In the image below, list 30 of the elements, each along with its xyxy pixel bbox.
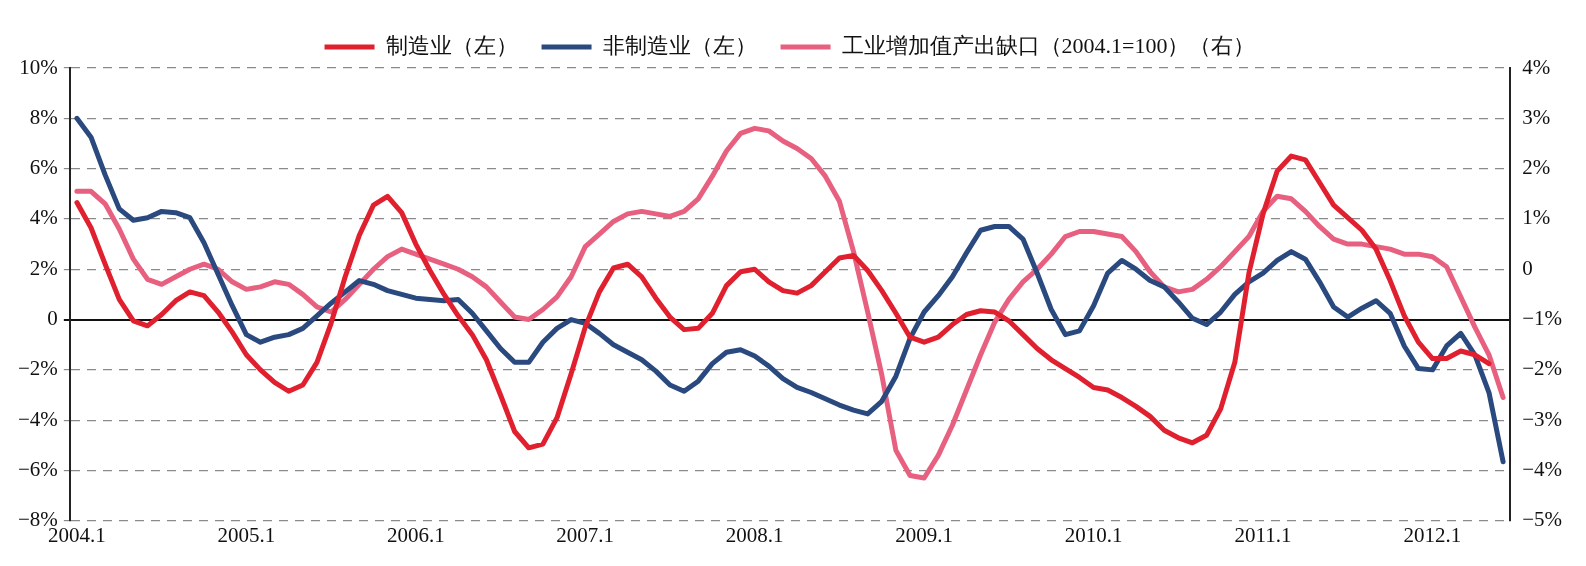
y2-tick-label: −3% (1522, 406, 1563, 431)
y2-tick-label: −1% (1522, 306, 1563, 331)
y-tick-label: −4% (17, 406, 58, 431)
y-tick-label: 8% (29, 104, 58, 129)
y-tick-label: −2% (17, 356, 58, 381)
x-tick-label: 2008.1 (725, 522, 784, 547)
y2-tick-label: 4% (1522, 54, 1551, 79)
y-tick-label: 10% (19, 54, 58, 79)
y2-tick-label: 0 (1522, 255, 1533, 280)
y-tick-label: 2% (29, 255, 58, 280)
x-tick-label: 2007.1 (556, 522, 615, 547)
x-tick-label: 2005.1 (217, 522, 276, 547)
y-tick-label: 0 (47, 306, 58, 331)
legend-label: 非制造业（左） (602, 32, 757, 58)
x-tick-label: 2011.1 (1234, 522, 1292, 547)
y-tick-label: −6% (17, 457, 58, 481)
x-tick-label: 2006.1 (386, 522, 445, 547)
legend-label: 工业增加值产出缺口（2004.1=100）（右） (841, 32, 1256, 58)
y2-tick-label: −5% (1522, 507, 1563, 532)
y2-tick-label: −4% (1522, 457, 1563, 481)
legend-label: 制造业（左） (385, 32, 518, 58)
x-tick-label: 2009.1 (895, 522, 954, 547)
y2-tick-label: −2% (1522, 356, 1563, 381)
y-tick-label: 6% (29, 155, 58, 180)
y2-tick-label: 3% (1522, 104, 1551, 129)
y-tick-label: 4% (29, 205, 58, 230)
y2-tick-label: 2% (1522, 155, 1551, 180)
y2-tick-label: 1% (1522, 205, 1551, 230)
x-tick-label: 2012.1 (1403, 522, 1462, 547)
x-tick-label: 2010.1 (1064, 522, 1123, 547)
